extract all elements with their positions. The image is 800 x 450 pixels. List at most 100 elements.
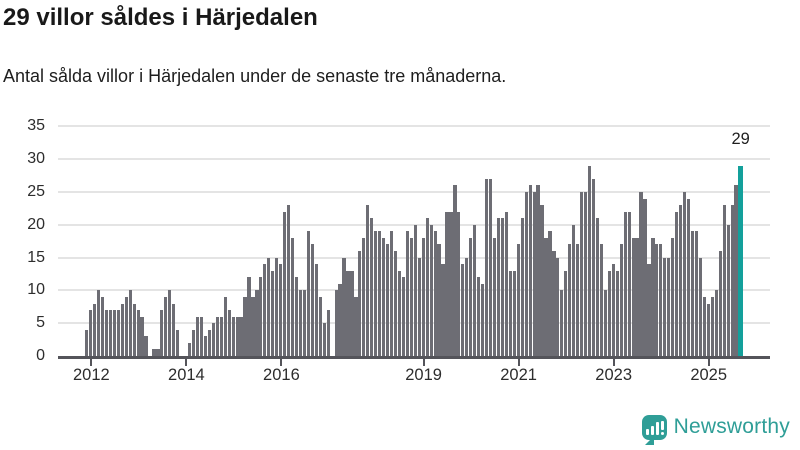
bar	[409, 238, 413, 356]
bar	[643, 199, 647, 356]
bar	[108, 310, 113, 356]
bar	[698, 258, 703, 356]
bar	[548, 231, 552, 356]
bar	[227, 310, 231, 356]
bar	[552, 251, 556, 356]
bar	[639, 192, 643, 356]
bar	[176, 330, 180, 356]
newsworthy-brand-text: Newsworthy	[673, 415, 790, 438]
bar	[283, 212, 287, 356]
bar	[635, 238, 639, 356]
bar	[401, 277, 406, 356]
bar	[496, 218, 501, 356]
bar	[310, 244, 314, 356]
bar	[572, 225, 576, 356]
bar	[211, 323, 215, 356]
bar	[528, 185, 532, 356]
bar	[477, 277, 481, 356]
bar	[168, 290, 172, 356]
gridline	[58, 223, 770, 226]
x-axis-year-label: 2023	[595, 366, 633, 384]
bar	[508, 271, 512, 356]
bar	[504, 212, 509, 356]
bar	[619, 244, 623, 356]
bar	[659, 244, 663, 356]
bar	[524, 192, 528, 356]
bar	[512, 271, 516, 356]
bar	[203, 336, 208, 356]
bar	[160, 310, 164, 356]
bar	[694, 231, 699, 356]
bar	[247, 277, 251, 356]
bar	[287, 205, 291, 356]
x-axis-line	[58, 356, 770, 359]
bar	[481, 284, 485, 356]
x-axis-tick	[707, 359, 710, 366]
bar	[461, 264, 465, 356]
bar	[231, 317, 235, 356]
bar	[532, 192, 536, 356]
bar	[294, 277, 299, 356]
bar	[96, 290, 101, 356]
bar	[199, 317, 204, 356]
bar	[128, 290, 132, 356]
bar	[568, 244, 572, 356]
bar	[591, 179, 596, 356]
y-axis-tick-label: 5	[36, 314, 45, 332]
bar	[389, 231, 394, 356]
bar	[263, 264, 267, 356]
x-axis-tick	[280, 359, 283, 366]
x-axis-tick	[612, 359, 615, 366]
bar	[378, 231, 382, 356]
bar	[195, 317, 200, 356]
bar	[370, 218, 374, 356]
bar	[457, 212, 461, 356]
bar	[615, 271, 619, 356]
bar	[342, 258, 346, 356]
bar	[251, 297, 255, 356]
last-value-label: 29	[731, 130, 750, 148]
bar	[144, 336, 148, 356]
bar	[485, 179, 489, 356]
bar	[433, 231, 437, 356]
bar	[255, 290, 259, 356]
x-axis-year-label: 2021	[500, 366, 537, 384]
bar	[326, 310, 330, 356]
bar	[726, 225, 730, 356]
bar	[580, 192, 584, 356]
bar	[734, 185, 738, 356]
y-axis-tick-label: 25	[27, 183, 45, 200]
bar	[706, 304, 710, 356]
bar	[595, 218, 600, 356]
bar	[607, 271, 611, 356]
bar	[362, 238, 366, 356]
bar	[405, 231, 410, 356]
bar	[314, 264, 318, 356]
gridline	[58, 191, 770, 193]
bar	[540, 205, 544, 356]
bar	[722, 205, 726, 356]
bar	[386, 244, 390, 356]
bar	[651, 238, 655, 356]
bar	[271, 271, 275, 356]
bar	[686, 199, 691, 356]
y-axis-tick-label: 15	[27, 248, 45, 266]
bar	[322, 323, 326, 356]
highlight-bar	[738, 166, 743, 356]
bar	[647, 264, 651, 356]
bar	[318, 297, 322, 356]
bar	[441, 264, 445, 356]
bar	[520, 218, 524, 356]
bar	[132, 304, 136, 356]
bar	[358, 251, 362, 356]
newsworthy-logo-icon	[641, 414, 667, 445]
bar	[425, 218, 429, 356]
bar	[89, 310, 93, 356]
bar	[164, 297, 168, 356]
bar	[92, 304, 97, 356]
bar	[544, 238, 548, 356]
bar	[338, 284, 342, 356]
x-axis-year-label: 2025	[690, 366, 728, 384]
bar	[473, 225, 477, 356]
